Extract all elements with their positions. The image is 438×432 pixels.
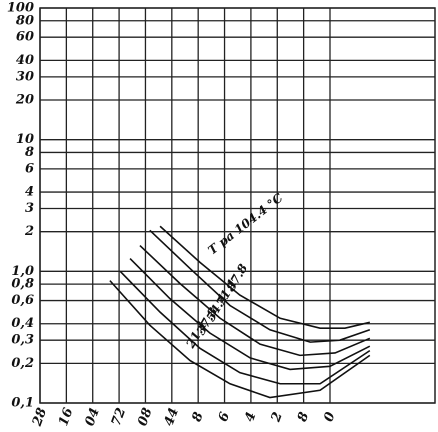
curve <box>149 229 371 343</box>
curve <box>109 280 371 399</box>
x-tick-label: 8 <box>295 410 312 424</box>
x-tick-label: 6 <box>216 410 233 424</box>
x-tick-label: 44 <box>162 406 182 428</box>
y-tick-label: 30 <box>16 69 34 84</box>
y-tick-label: 6 <box>25 161 34 176</box>
y-tick-label: 3 <box>25 201 34 216</box>
x-tick-label: 0 <box>321 410 338 424</box>
curve <box>139 244 371 357</box>
y-tick-label: 0,6 <box>11 293 34 308</box>
y-tick-label: 100 <box>7 1 34 16</box>
y-tick-label: 80 <box>16 13 34 28</box>
y-tick-label: 0,3 <box>11 333 34 348</box>
y-tick-label: 1,0 <box>11 264 34 279</box>
y-tick-label: 10 <box>16 132 34 147</box>
x-tick-label: 2 <box>268 410 286 425</box>
curve-label: T pa 104.4 °C <box>205 190 285 257</box>
x-tick-label: 72 <box>109 406 129 428</box>
y-tick-label: 60 <box>16 30 34 45</box>
x-tick-label: 04 <box>83 406 103 428</box>
y-tick-label: 0,4 <box>11 316 34 331</box>
x-tick-label: 08 <box>135 406 155 428</box>
y-tick-label: 0,8 <box>11 277 34 292</box>
x-tick-label: 8 <box>190 410 207 424</box>
y-tick-label: 20 <box>15 93 34 108</box>
curve <box>129 258 371 371</box>
y-tick-label: 40 <box>16 53 34 68</box>
x-tick-label: 28 <box>30 406 51 429</box>
x-tick-label: 16 <box>56 406 76 428</box>
curve <box>159 225 371 329</box>
y-tick-label: 0,2 <box>11 356 34 371</box>
y-tick-label: 2 <box>24 224 34 239</box>
y-tick-label: 8 <box>25 145 34 160</box>
x-tick-label: 4 <box>242 410 259 424</box>
y-tick-label: 4 <box>25 185 34 200</box>
y-tick-label: 0,1 <box>11 396 34 411</box>
curve <box>119 270 371 385</box>
plot-frame <box>39 7 436 404</box>
